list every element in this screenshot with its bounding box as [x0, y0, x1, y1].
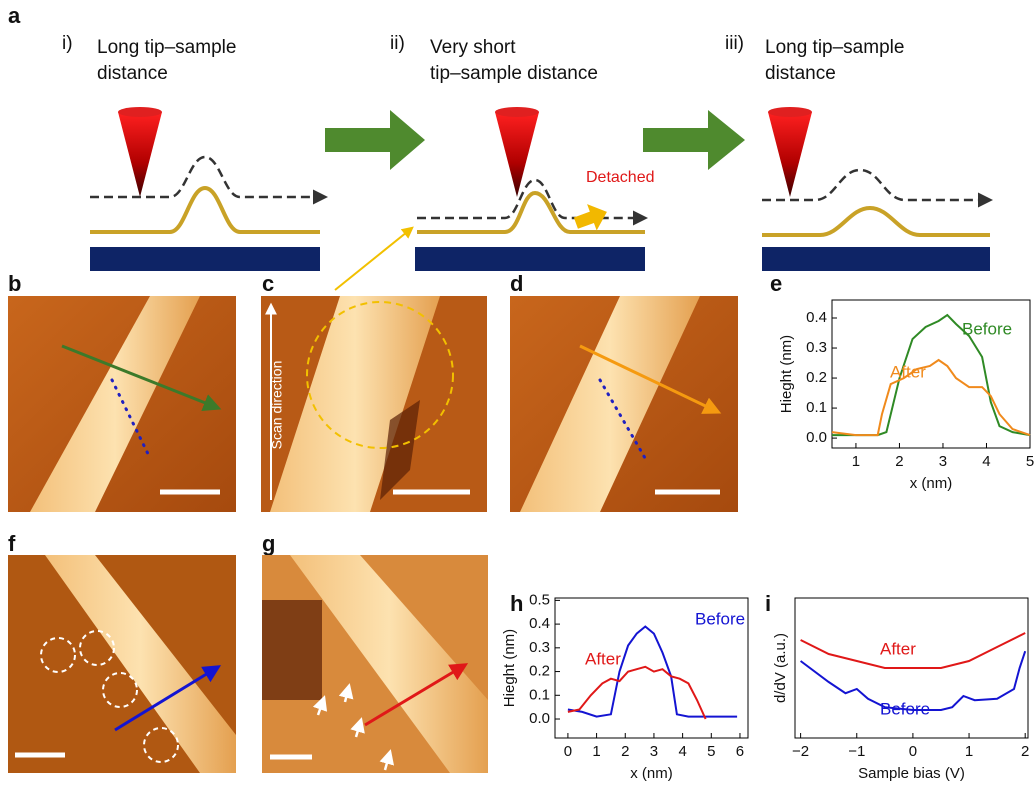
- detached-label: Detached: [586, 169, 655, 186]
- y-tick-label: 0.5: [529, 591, 550, 608]
- x-tick-label: 2: [895, 453, 903, 470]
- step-numeral: iii): [725, 33, 744, 54]
- series-label: Before: [695, 609, 745, 628]
- y-tick-label: 0.2: [529, 663, 550, 680]
- x-tick-label: 4: [678, 743, 686, 760]
- tip-path: [762, 170, 990, 200]
- x-tick-label: 3: [939, 453, 947, 470]
- substrate: [90, 247, 320, 271]
- ribbon: [762, 208, 990, 235]
- panel-label: b: [8, 271, 21, 296]
- panel-label: d: [510, 271, 523, 296]
- y-tick-label: 0.0: [806, 429, 827, 446]
- step-text: tip–sample distance: [430, 63, 598, 84]
- panel-label: c: [262, 271, 274, 296]
- series-line: [568, 667, 706, 719]
- y-tick-label: 0.1: [529, 686, 550, 703]
- y-axis-label: Hieght (nm): [501, 629, 518, 707]
- tip-path: [90, 157, 325, 197]
- stm-image-d: [510, 296, 738, 512]
- ribbon: [417, 193, 645, 232]
- y-tick-label: 0.4: [529, 615, 550, 632]
- panel-label: g: [262, 531, 275, 556]
- panel-label: i: [765, 591, 771, 616]
- panel-label: e: [770, 271, 782, 296]
- x-tick-label: 2: [1021, 743, 1029, 760]
- x-tick-label: 0: [564, 743, 572, 760]
- x-tick-label: 4: [982, 453, 990, 470]
- step-arrow: [643, 110, 745, 170]
- x-tick-label: 5: [707, 743, 715, 760]
- step-ii: ii) Very short tip–sample distance Detac…: [390, 33, 655, 271]
- x-axis-label: x (nm): [630, 765, 673, 782]
- step-arrow: [325, 110, 425, 170]
- x-tick-label: 6: [736, 743, 744, 760]
- tip-top: [768, 107, 812, 117]
- step-text: Long tip–sample: [97, 37, 236, 58]
- figure: a i) Long tip–sample distance ii) Very s…: [0, 0, 1035, 793]
- x-tick-label: 5: [1026, 453, 1034, 470]
- series-label: Before: [880, 699, 930, 718]
- stm-image-b: [8, 296, 236, 512]
- panel-label: f: [8, 531, 16, 556]
- stm-image-c: [261, 296, 487, 512]
- step-text: Long tip–sample: [765, 37, 904, 58]
- x-tick-label: 1: [592, 743, 600, 760]
- scan-direction: Scan direction: [269, 361, 285, 450]
- series-line: [832, 360, 1030, 435]
- step-i: i) Long tip–sample distance: [62, 33, 325, 271]
- series-label: After: [585, 649, 621, 668]
- y-tick-label: 0.0: [529, 710, 550, 727]
- step-numeral: i): [62, 33, 73, 54]
- substrate: [762, 247, 990, 271]
- step-text: distance: [97, 63, 168, 84]
- x-tick-label: 2: [621, 743, 629, 760]
- y-axis-label: Hieght (nm): [778, 335, 795, 413]
- tip: [118, 112, 162, 197]
- y-tick-label: 0.4: [806, 309, 827, 326]
- step-text: Very short: [430, 37, 516, 58]
- tip-top: [495, 107, 539, 117]
- step-numeral: ii): [390, 33, 405, 54]
- stm-image-f: [8, 555, 236, 773]
- panel-label: a: [8, 3, 21, 28]
- y-tick-label: 0.3: [529, 639, 550, 656]
- y-tick-label: 0.2: [806, 369, 827, 386]
- ribbon: [90, 188, 320, 232]
- x-tick-label: −1: [848, 743, 865, 760]
- panel-label: h: [510, 591, 523, 616]
- y-tick-label: 0.1: [806, 399, 827, 416]
- tip-top: [118, 107, 162, 117]
- x-axis-label: Sample bias (V): [858, 765, 965, 782]
- zoom-arrow: [335, 228, 412, 290]
- series-label: After: [880, 639, 916, 658]
- substrate: [415, 247, 645, 271]
- step-text: distance: [765, 63, 836, 84]
- x-tick-label: 1: [965, 743, 973, 760]
- tip: [495, 112, 539, 197]
- x-tick-label: 3: [650, 743, 658, 760]
- x-axis-label: x (nm): [910, 475, 953, 492]
- y-tick-label: 0.3: [806, 339, 827, 356]
- x-tick-label: 1: [852, 453, 860, 470]
- step-iii: iii) Long tip–sample distance: [725, 33, 990, 271]
- x-tick-label: −2: [792, 743, 809, 760]
- series-label: After: [890, 362, 926, 381]
- x-tick-label: 0: [909, 743, 917, 760]
- y-axis-label: d/dV (a.u.): [772, 633, 789, 703]
- tip: [768, 112, 812, 197]
- stm-image-g: [262, 555, 488, 773]
- series-label: Before: [962, 319, 1012, 338]
